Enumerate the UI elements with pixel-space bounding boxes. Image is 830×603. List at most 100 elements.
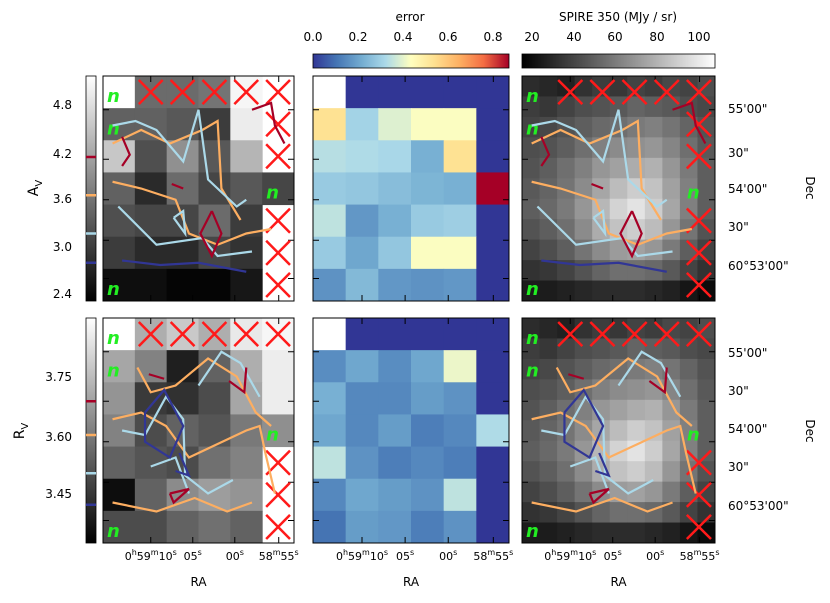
heatmap-cell bbox=[592, 338, 611, 360]
heatmap-cell bbox=[627, 198, 646, 220]
heatmap-cell bbox=[313, 350, 347, 383]
heatmap-cell bbox=[476, 350, 510, 383]
heatmap-cell bbox=[378, 318, 412, 351]
heatmap-cell bbox=[411, 350, 445, 383]
heatmap-cell bbox=[557, 116, 576, 138]
heatmap-cell bbox=[644, 522, 663, 544]
dec-tick: 30" bbox=[728, 220, 749, 234]
heatmap-cell bbox=[627, 420, 646, 442]
heatmap-cell bbox=[679, 178, 698, 200]
heatmap-cell bbox=[662, 239, 681, 261]
heatmap-cell bbox=[443, 510, 477, 544]
heatmap-cell bbox=[627, 76, 646, 97]
heatmap-cell bbox=[627, 379, 646, 401]
heatmap-cell bbox=[697, 358, 716, 380]
heatmap-cell bbox=[574, 481, 593, 503]
spire-colorbar bbox=[521, 53, 716, 69]
heatmap-cell bbox=[662, 440, 681, 462]
heatmap-cell bbox=[609, 379, 628, 401]
heatmap-cell bbox=[411, 446, 445, 480]
heatmap-cell bbox=[476, 478, 510, 512]
heatmap-cell bbox=[644, 420, 663, 442]
heatmap-cell bbox=[697, 198, 716, 220]
contour-red bbox=[588, 487, 610, 505]
masked-cross bbox=[557, 321, 584, 348]
heatmap-cell bbox=[378, 510, 412, 544]
colorbar-contour-marks bbox=[86, 155, 96, 506]
heatmap-cell bbox=[627, 358, 646, 380]
panel-frame bbox=[102, 317, 295, 544]
heatmap-cell bbox=[644, 461, 663, 483]
heatmap-cell bbox=[539, 379, 558, 401]
spire-tick: 80 bbox=[649, 30, 664, 44]
ra-tick: 05s bbox=[396, 548, 414, 563]
heatmap-cell bbox=[539, 260, 558, 282]
contour-darkblue bbox=[541, 259, 667, 273]
error-colorbar bbox=[312, 53, 510, 69]
n-marker: n bbox=[107, 279, 120, 300]
heatmap-cell bbox=[574, 280, 593, 302]
heatmap-cell bbox=[574, 461, 593, 483]
heatmap-cell bbox=[378, 172, 412, 206]
heatmap-cell bbox=[476, 108, 510, 141]
contour-red bbox=[148, 373, 165, 380]
heatmap-cell bbox=[557, 96, 576, 118]
panel-frame bbox=[102, 75, 295, 302]
heatmap-cell bbox=[662, 137, 681, 159]
heatmap-cell bbox=[592, 76, 611, 97]
rv-error-panel bbox=[312, 317, 510, 544]
heatmap-cell bbox=[679, 280, 698, 302]
heatmap-cell bbox=[522, 318, 541, 339]
heatmap-cell bbox=[378, 350, 412, 383]
heatmap-cell bbox=[522, 461, 541, 483]
heatmap-cell bbox=[443, 478, 477, 512]
heatmap-cell bbox=[522, 358, 541, 380]
heatmap-cell bbox=[644, 219, 663, 241]
contour-red bbox=[568, 373, 585, 380]
heatmap-cell bbox=[697, 399, 716, 421]
n-marker: n bbox=[107, 86, 120, 107]
contour-lightblue bbox=[112, 109, 247, 208]
heatmap-cell bbox=[539, 76, 558, 97]
heatmap-cell bbox=[574, 318, 593, 339]
heatmap-cell bbox=[679, 239, 698, 261]
contour-lightblue bbox=[150, 456, 190, 494]
av-tick: 2.4 bbox=[53, 287, 72, 301]
heatmap-cell bbox=[378, 76, 412, 109]
heatmap-cell bbox=[644, 481, 663, 503]
error-colorbar-label: error bbox=[395, 10, 424, 24]
heatmap-cell bbox=[103, 382, 136, 415]
heatmap-cell bbox=[662, 522, 681, 544]
ra-tick: 00s bbox=[226, 548, 244, 563]
error-tick: 0.4 bbox=[393, 30, 412, 44]
contour-lightblue bbox=[197, 350, 261, 398]
n-marker: n bbox=[107, 328, 120, 349]
heatmap-cell bbox=[411, 318, 445, 351]
heatmap-cell bbox=[230, 478, 263, 512]
spire-tick: 100 bbox=[688, 30, 711, 44]
heatmap-cell bbox=[557, 461, 576, 483]
heatmap-cell bbox=[539, 338, 558, 360]
dec-tick: 55'00" bbox=[728, 102, 767, 116]
masked-cross bbox=[265, 239, 291, 266]
error-tick: 0.8 bbox=[483, 30, 502, 44]
heatmap-cell bbox=[697, 420, 716, 442]
heatmap-cell bbox=[592, 157, 611, 179]
n-marker: n bbox=[526, 86, 539, 107]
heatmap-cell bbox=[313, 478, 347, 512]
heatmap-cell bbox=[627, 399, 646, 421]
masked-cross bbox=[685, 239, 712, 266]
masked-cross bbox=[653, 321, 680, 348]
heatmap-cell bbox=[697, 502, 716, 524]
n-marker: n bbox=[526, 118, 539, 139]
av-error-panel bbox=[312, 75, 510, 302]
contour-orange bbox=[136, 357, 272, 427]
heatmap-cell bbox=[592, 502, 611, 524]
ra-tick: 05s bbox=[184, 548, 202, 563]
heatmap-cell bbox=[557, 481, 576, 503]
heatmap-cell bbox=[411, 204, 445, 238]
masked-cross bbox=[201, 321, 228, 348]
